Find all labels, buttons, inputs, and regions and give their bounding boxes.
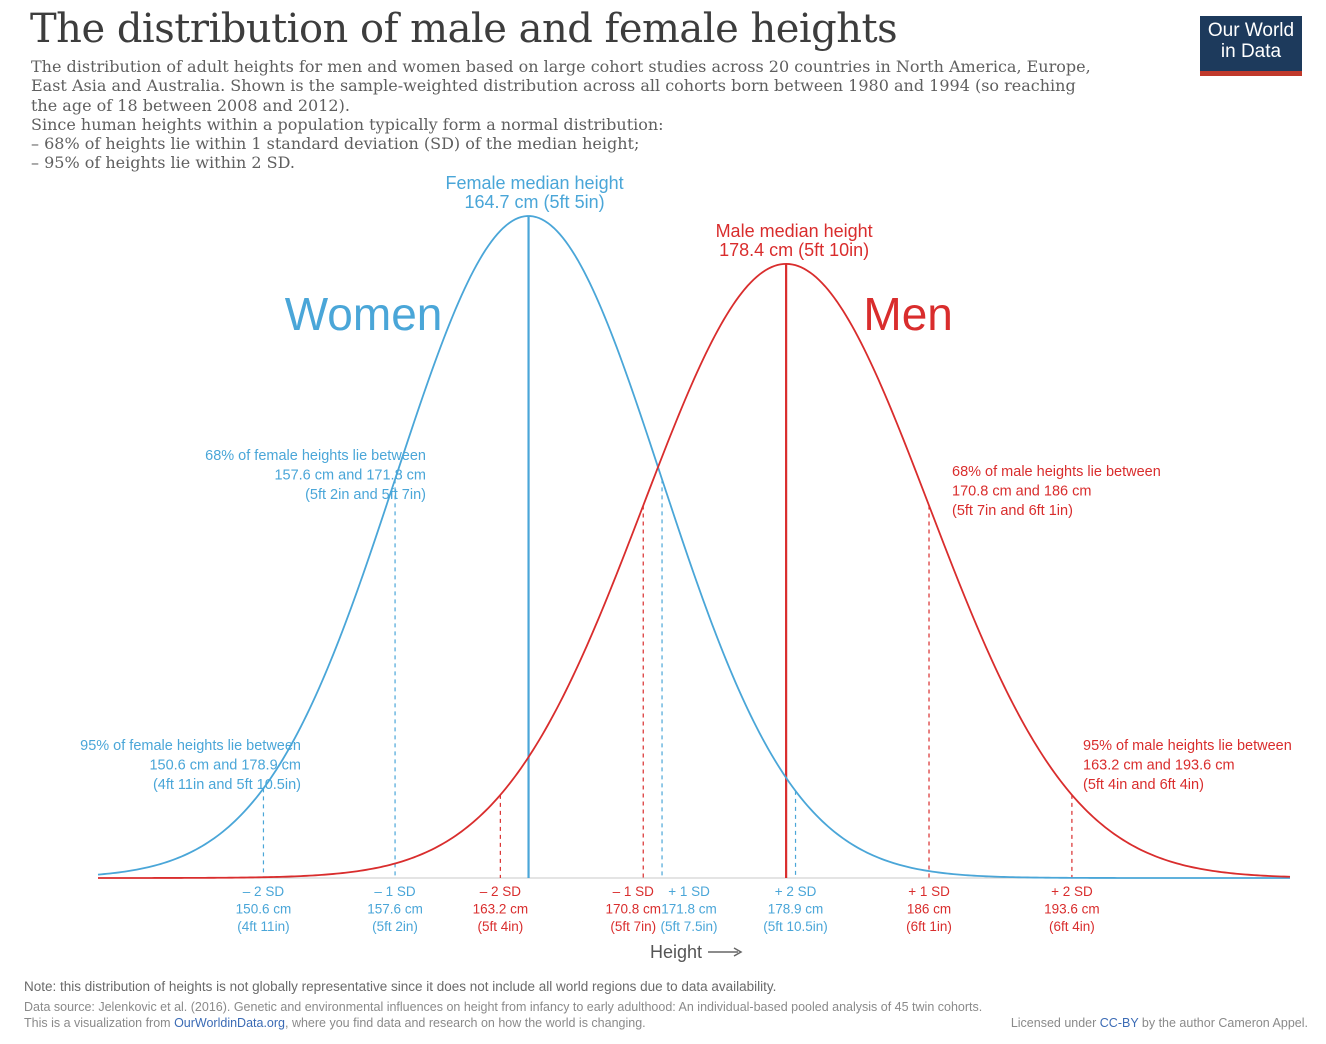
range-annotation: (5ft 7in and 6ft 1in) bbox=[952, 503, 1073, 519]
x-axis-label: Height bbox=[650, 942, 702, 962]
range-annotation: 95% of female heights lie between bbox=[80, 738, 301, 754]
sd-tick-label: 170.8 cm bbox=[605, 902, 661, 917]
series-label-men: Men bbox=[863, 288, 952, 340]
sd-tick-label: + 2 SD bbox=[775, 884, 817, 899]
subtitle-line: – 68% of heights lie within 1 standard d… bbox=[31, 134, 640, 154]
chart-subtitle: The distribution of adult heights for me… bbox=[31, 57, 1171, 173]
sd-tick-label: (6ft 4in) bbox=[1049, 919, 1095, 934]
median-label: Female median height bbox=[445, 173, 623, 193]
range-annotation: 68% of female heights lie between bbox=[205, 448, 426, 464]
chart-title: The distribution of male and female heig… bbox=[30, 6, 898, 52]
sd-tick-label: (5ft 4in) bbox=[477, 919, 523, 934]
subtitle-line: The distribution of adult heights for me… bbox=[31, 57, 1091, 76]
sd-tick-label: 163.2 cm bbox=[473, 902, 529, 917]
sd-tick-label: (5ft 10.5in) bbox=[763, 919, 828, 934]
footer-source: Data source: Jelenkovic et al. (2016). G… bbox=[24, 1000, 983, 1014]
subtitle-line: Since human heights within a population … bbox=[31, 114, 664, 134]
footer-visualization-credit: This is a visualization from OurWorldinD… bbox=[24, 1016, 646, 1030]
sd-tick-label: (5ft 2in) bbox=[372, 919, 418, 934]
median-label: Male median height bbox=[716, 221, 873, 241]
range-annotation: 95% of male heights lie between bbox=[1083, 738, 1292, 754]
median-label: 178.4 cm (5ft 10in) bbox=[719, 240, 869, 260]
sd-tick-label: + 1 SD bbox=[908, 884, 950, 899]
distribution-curve bbox=[97, 215, 1290, 879]
range-annotation: 157.6 cm and 171.8 cm bbox=[274, 468, 426, 484]
range-annotation: (4ft 11in and 5ft 10.5in) bbox=[153, 777, 301, 793]
sd-tick-label: 171.8 cm bbox=[661, 902, 717, 917]
sd-tick-label: (5ft 7.5in) bbox=[661, 919, 718, 934]
range-annotation: 170.8 cm and 186 cm bbox=[952, 484, 1091, 500]
sd-tick-label: (5ft 7in) bbox=[610, 919, 656, 934]
sd-tick-label: + 1 SD bbox=[668, 884, 710, 899]
sd-tick-label: – 2 SD bbox=[480, 884, 522, 899]
sd-tick-label: 178.9 cm bbox=[768, 902, 824, 917]
owid-logo[interactable]: Our World in Data bbox=[1200, 16, 1302, 76]
range-annotation: (5ft 2in and 5ft 7in) bbox=[305, 487, 426, 503]
subtitle-line: East Asia and Australia. Shown is the sa… bbox=[31, 76, 1076, 96]
sd-tick-label: – 1 SD bbox=[374, 884, 416, 899]
license-suffix: by the author Cameron Appel. bbox=[1138, 1016, 1308, 1030]
cc-by-link[interactable]: CC-BY bbox=[1099, 1016, 1139, 1030]
range-annotation: 150.6 cm and 178.9 cm bbox=[149, 758, 301, 774]
sd-tick-label: 157.6 cm bbox=[367, 902, 423, 917]
sd-tick-label: (4ft 11in) bbox=[237, 919, 289, 934]
range-annotation: 68% of male heights lie between bbox=[952, 464, 1161, 480]
sd-tick-label: (6ft 1in) bbox=[906, 919, 952, 934]
sd-tick-label: 150.6 cm bbox=[236, 902, 292, 917]
range-annotation: (5ft 4in and 6ft 4in) bbox=[1083, 777, 1204, 793]
owid-link[interactable]: OurWorldinData.org bbox=[174, 1016, 285, 1030]
sd-tick-label: – 1 SD bbox=[613, 884, 655, 899]
distribution-curve bbox=[98, 263, 1291, 879]
subtitle-line: – 95% of heights lie within 2 SD. bbox=[31, 153, 295, 173]
median-label: 164.7 cm (5ft 5in) bbox=[465, 192, 605, 212]
license-credit: Licensed under CC-BY by the author Camer… bbox=[1011, 1016, 1308, 1030]
sd-tick-label: – 2 SD bbox=[243, 884, 285, 899]
sd-tick-label: 186 cm bbox=[907, 902, 951, 917]
footer-viz-prefix: This is a visualization from bbox=[24, 1016, 175, 1030]
x-axis-arrow-head bbox=[733, 947, 743, 957]
subtitle-line: the age of 18 between 2008 and 2012). bbox=[31, 95, 350, 115]
logo-line: in Data bbox=[1220, 41, 1282, 62]
license-prefix: Licensed under bbox=[1010, 1016, 1100, 1030]
footer-viz-suffix: , where you find data and research on ho… bbox=[285, 1016, 646, 1030]
series-label-women: Women bbox=[285, 288, 443, 340]
logo-line: Our World bbox=[1207, 20, 1295, 41]
sd-tick-label: + 2 SD bbox=[1051, 884, 1093, 899]
sd-tick-label: 193.6 cm bbox=[1044, 902, 1100, 917]
footer-note: Note: this distribution of heights is no… bbox=[24, 979, 777, 994]
range-annotation: 163.2 cm and 193.6 cm bbox=[1083, 758, 1235, 774]
